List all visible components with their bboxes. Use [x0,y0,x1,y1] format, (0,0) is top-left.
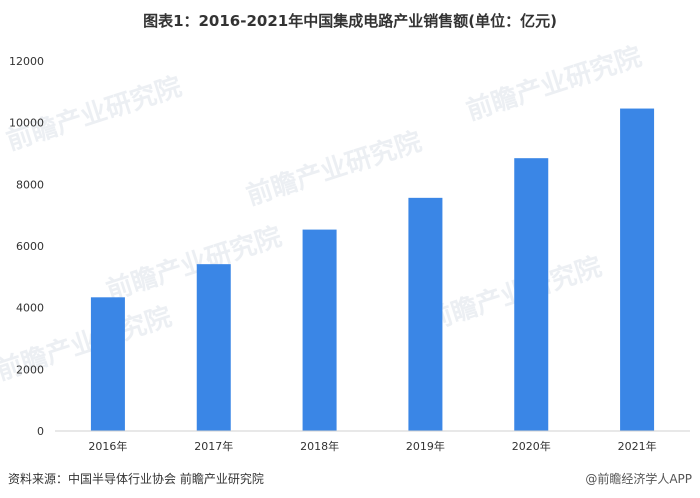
x-tick-label: 2018年 [300,439,339,453]
watermark-text: 前瞻产业研究院 [103,221,286,307]
bar-2018年 [302,229,337,431]
bar-2021年 [620,108,655,432]
watermark-text: 前瞻产业研究院 [243,126,426,212]
watermark-text: 前瞻产业研究院 [3,71,186,157]
chart-title: 图表1：2016-2021年中国集成电路产业销售额(单位：亿元) [143,12,557,30]
source-note: 资料来源：中国半导体行业协会 前瞻产业研究院 [8,472,264,486]
y-tick-label: 12000 [9,55,44,68]
bars [90,108,655,432]
x-tick-label: 2019年 [406,439,445,453]
x-tick-label: 2021年 [618,439,657,453]
bar-2019年 [408,197,443,431]
watermark-text: 前瞻产业研究院 [463,41,646,127]
brand-credit: @前瞻经济学人APP [585,472,692,486]
bar-2017年 [196,264,231,431]
x-tick-label: 2020年 [512,439,551,453]
bar-2016年 [90,297,125,431]
watermark-text: 前瞻产业研究院 [423,251,606,337]
y-tick-label: 4000 [16,302,44,315]
y-axis: 0 2000 4000 6000 8000 10000 12000 [9,55,44,438]
y-tick-label: 2000 [16,363,44,376]
x-tick-label: 2016年 [88,439,127,453]
y-tick-label: 10000 [9,117,44,130]
y-tick-label: 6000 [16,240,44,253]
bar-2020年 [514,158,549,432]
y-tick-label: 0 [37,425,44,438]
y-tick-label: 8000 [16,178,44,191]
x-tick-label: 2017年 [194,439,233,453]
x-axis: 2016年 2017年 2018年 2019年 2020年 2021年 [55,430,690,453]
